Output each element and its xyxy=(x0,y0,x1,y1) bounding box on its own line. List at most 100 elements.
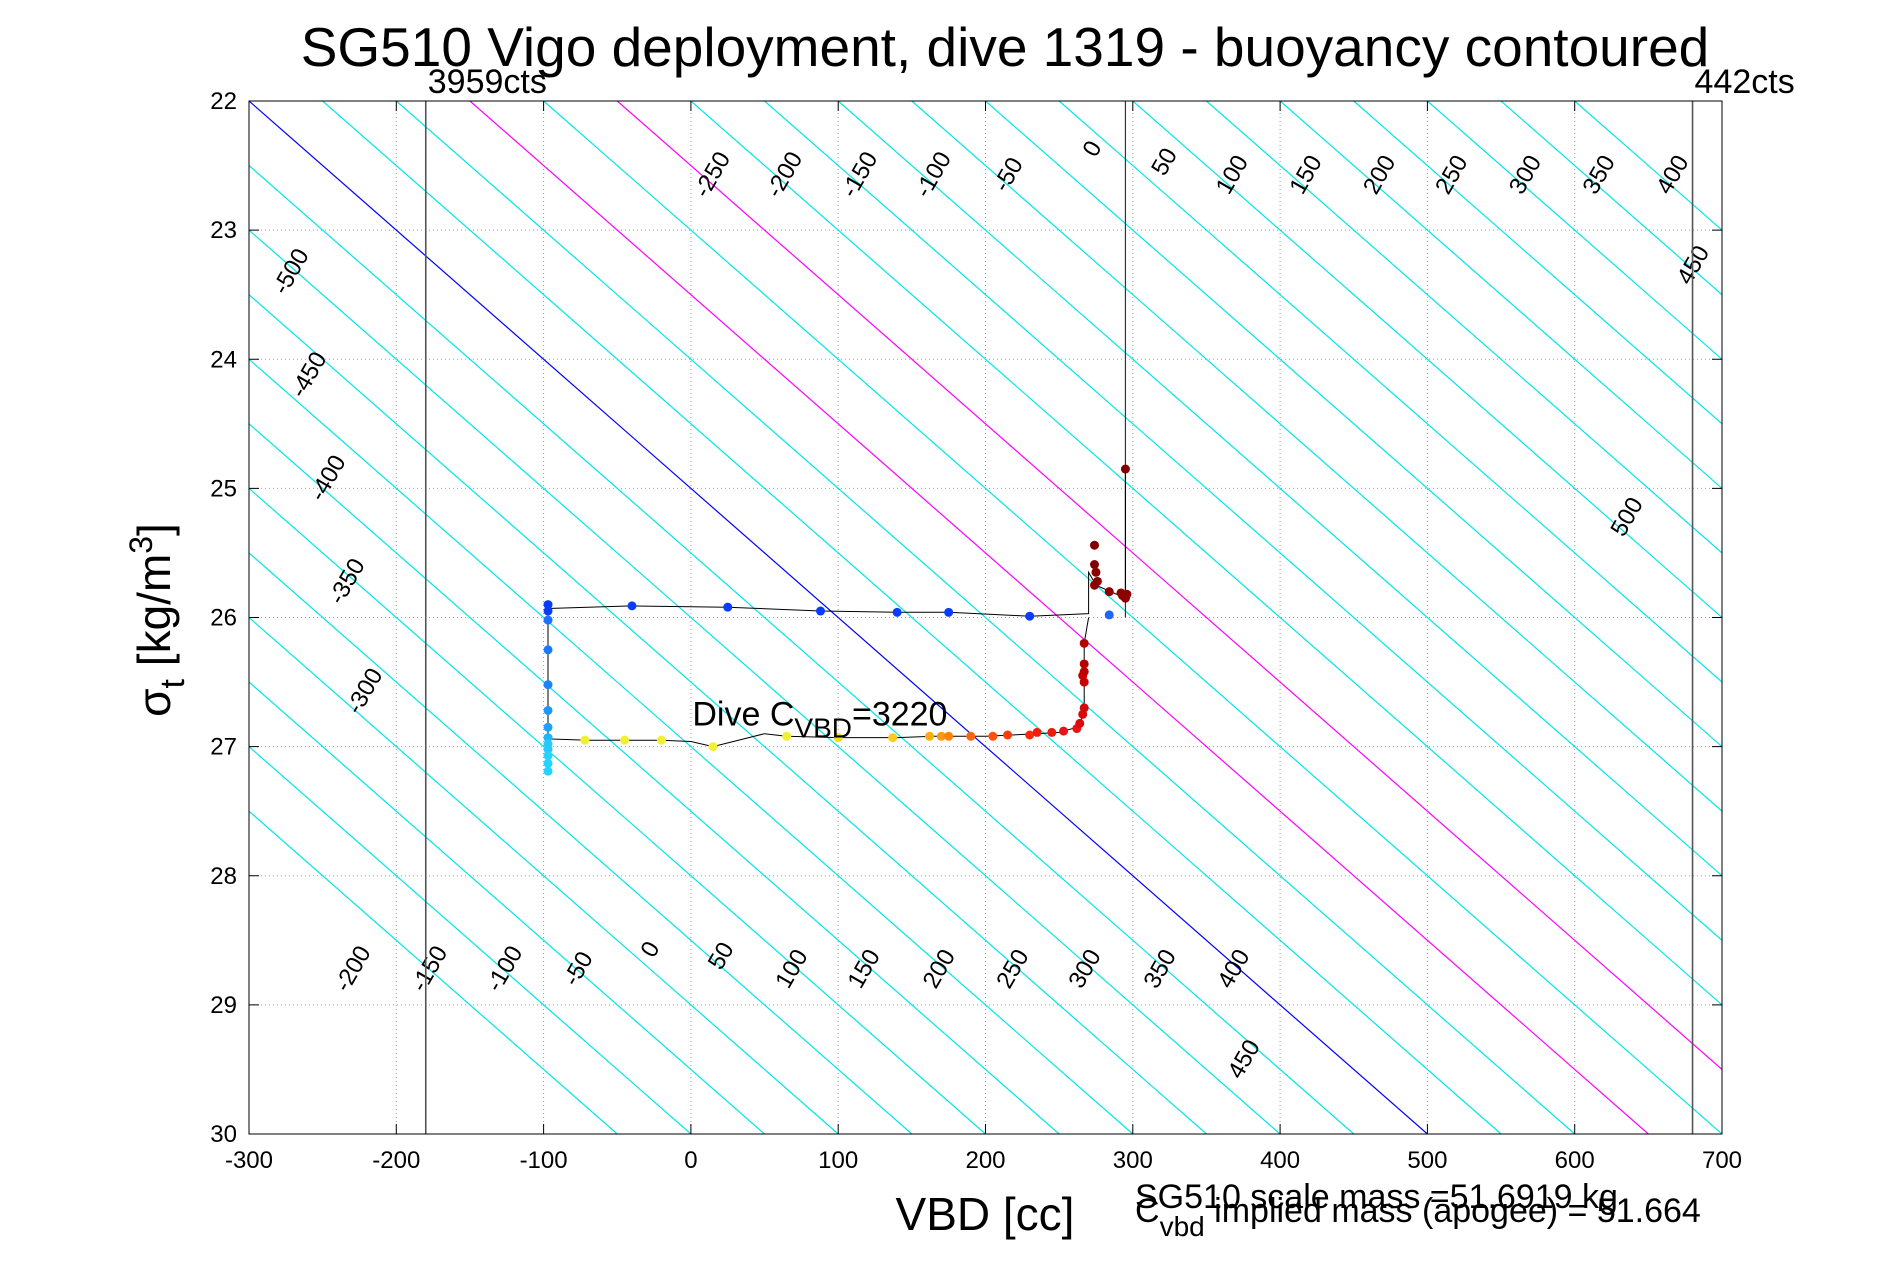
contour-label: 500 xyxy=(1605,493,1648,541)
contour-label: 200 xyxy=(918,945,961,993)
contour-label: 50 xyxy=(1146,143,1183,180)
contour-line xyxy=(1279,101,1722,490)
vbd-limit-label: 3959cts xyxy=(428,63,547,101)
contour-line xyxy=(764,101,1722,942)
contour-label: 100 xyxy=(770,945,813,993)
data-point xyxy=(1025,611,1035,621)
footnote-cvbd-tail: implied mass (apogee) = 51.664 xyxy=(1205,1192,1701,1230)
contour-line xyxy=(249,164,1355,1134)
x-tick-label: 500 xyxy=(1407,1147,1447,1174)
contour-label: -400 xyxy=(304,451,351,506)
contour-label: 200 xyxy=(1358,151,1401,199)
chart-title: SG510 Vigo deployment, dive 1319 - buoya… xyxy=(301,16,1710,78)
data-point xyxy=(580,735,590,745)
dive-points xyxy=(543,464,1132,776)
x-tick-label: 300 xyxy=(1113,1147,1153,1174)
y-axis-label: σt [kg/m3] xyxy=(123,523,192,717)
data-point xyxy=(888,733,898,743)
annotation-tail: =3220 xyxy=(852,696,948,734)
data-point xyxy=(1092,576,1102,586)
contour-label: 0 xyxy=(635,937,665,962)
contour-label: -200 xyxy=(329,941,376,996)
contour-line xyxy=(543,101,1722,1134)
contour-label: 400 xyxy=(1212,945,1255,993)
data-point xyxy=(1090,540,1100,550)
contour-labels: -250 -200 -150 -100 -50 0 50 100 150 200 250 300 350… xyxy=(267,136,1715,1083)
data-point xyxy=(1079,703,1089,713)
data-point xyxy=(936,731,946,741)
data-point xyxy=(1120,464,1130,474)
data-point xyxy=(1079,667,1089,677)
data-point xyxy=(944,607,954,617)
y-label-subscript: t xyxy=(154,678,192,688)
footnote-scale-mass: SG510 scale mass =51.6919 kg xyxy=(1135,1178,1618,1216)
data-point xyxy=(543,680,553,690)
data-point xyxy=(1104,610,1114,620)
x-tick-label: 400 xyxy=(1260,1147,1300,1174)
data-point xyxy=(782,731,792,741)
contour-line xyxy=(1427,101,1722,361)
contour-label: 350 xyxy=(1138,945,1181,993)
data-point xyxy=(543,758,553,768)
footnote-cvbd-sub: vbd xyxy=(1160,1211,1205,1242)
y-label-superscript: 3 xyxy=(123,536,159,554)
data-point xyxy=(543,606,553,616)
contour-line xyxy=(1353,101,1722,425)
contour-line xyxy=(249,293,1207,1134)
svg-text:Dive CVBD=3220: Dive CVBD=3220 xyxy=(692,696,947,744)
y-tick-label: 27 xyxy=(210,734,237,761)
data-point xyxy=(1059,726,1069,736)
data-point xyxy=(620,735,630,745)
contour-label: 350 xyxy=(1577,151,1620,199)
y-label-close: ] xyxy=(128,523,180,536)
footnote-cvbd-main: C xyxy=(1135,1192,1160,1230)
contour-label: 300 xyxy=(1063,945,1106,993)
buoyancy-contours xyxy=(249,101,1722,1134)
contour-label: -300 xyxy=(341,664,388,719)
data-point xyxy=(543,645,553,655)
contour-label: -50 xyxy=(558,947,599,991)
contour-label: 250 xyxy=(991,945,1034,993)
data-point xyxy=(1120,593,1130,603)
x-axis-ticks: -300 -200 -100 0 100 200 300 400 500 600 700 xyxy=(225,101,1742,1174)
data-point xyxy=(1079,638,1089,648)
x-tick-label: 700 xyxy=(1702,1147,1742,1174)
data-point xyxy=(543,615,553,625)
y-label-units: [kg/m xyxy=(128,554,180,679)
data-point xyxy=(1075,718,1085,728)
data-point xyxy=(892,607,902,617)
y-axis-ticks: 22 23 24 25 26 27 28 29 30 xyxy=(210,88,1722,1148)
y-tick-label: 24 xyxy=(210,346,237,373)
contour-label: 400 xyxy=(1651,151,1694,199)
data-point xyxy=(1104,587,1114,597)
contour-line xyxy=(249,810,618,1134)
contour-line xyxy=(1132,101,1722,619)
data-point xyxy=(543,600,553,610)
y-tick-label: 30 xyxy=(210,1121,237,1148)
x-axis-label: VBD [cc] xyxy=(896,1188,1075,1240)
x-tick-label: 0 xyxy=(684,1147,697,1174)
y-tick-label: 29 xyxy=(210,992,237,1019)
y-tick-label: 28 xyxy=(210,863,237,890)
contour-label: 100 xyxy=(1211,151,1254,199)
x-tick-label: 600 xyxy=(1555,1147,1595,1174)
data-point xyxy=(1090,560,1100,570)
contour-line xyxy=(395,101,1576,1134)
contour-line xyxy=(985,101,1722,748)
data-point xyxy=(1079,659,1089,669)
contour-label: 250 xyxy=(1430,151,1473,199)
y-tick-label: 26 xyxy=(210,605,237,632)
data-point xyxy=(543,766,553,776)
contour-line xyxy=(469,101,1649,1134)
contour-label: -100 xyxy=(481,941,528,996)
data-point xyxy=(656,735,666,745)
data-point xyxy=(925,731,935,741)
contour-line xyxy=(249,616,839,1134)
x-tick-label: -300 xyxy=(225,1147,273,1174)
contour-line xyxy=(249,552,913,1134)
data-point xyxy=(1091,567,1101,577)
data-point xyxy=(944,731,954,741)
contour-label: -150 xyxy=(406,941,453,996)
data-point xyxy=(627,601,637,611)
contour-line xyxy=(616,101,1722,1071)
